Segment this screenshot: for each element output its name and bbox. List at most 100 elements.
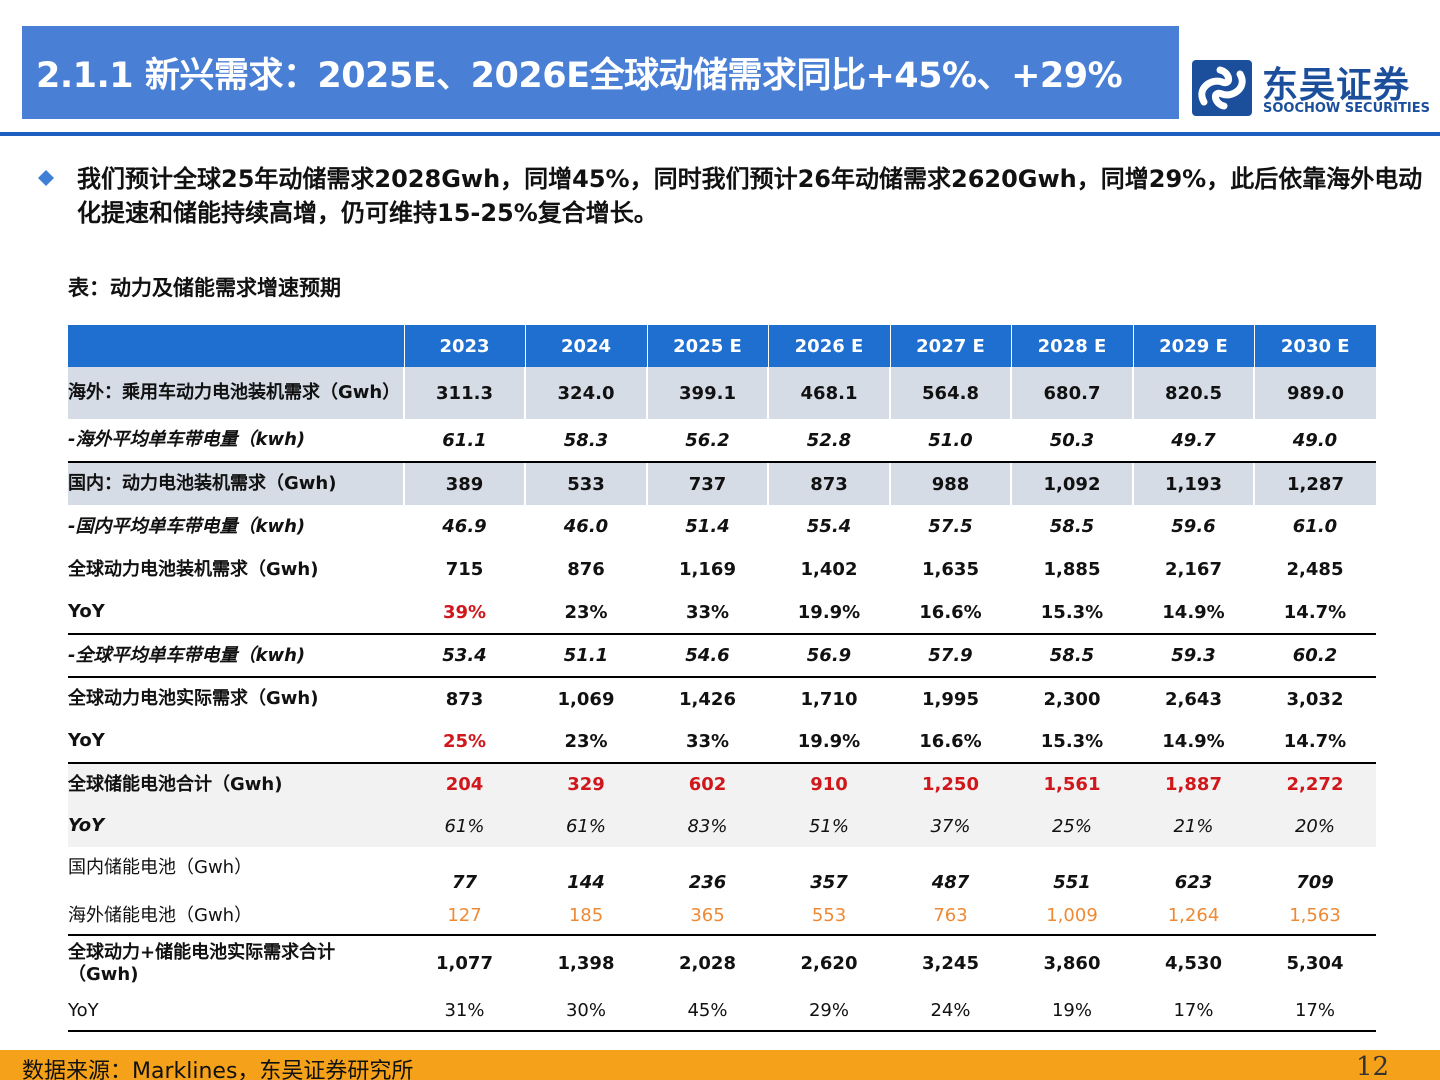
- table-cell: 33%: [647, 591, 768, 635]
- table-cell: 1,885: [1043, 559, 1101, 580]
- table-row: 海外储能电池（Gwh） 127 185 365 553 763 1,009 1,…: [68, 897, 1376, 936]
- table-cell: 623: [1174, 872, 1213, 893]
- table-cell: 2,272: [1254, 763, 1376, 805]
- table-cell: 25%: [1011, 805, 1133, 847]
- table-row: YoY 61% 61% 83% 51% 37% 25% 21% 20%: [68, 805, 1376, 847]
- table-cell: 1,092: [1010, 462, 1133, 505]
- table-cell: 1,264: [1133, 897, 1254, 936]
- table-cell: 389: [403, 462, 525, 505]
- table-cell: 53.4: [404, 634, 525, 678]
- table-cell: 876: [567, 559, 605, 580]
- header-cell: 2028 E: [1010, 325, 1133, 367]
- header-cell: 2027 E: [889, 325, 1011, 367]
- header-cell: 2029 E: [1132, 325, 1254, 367]
- table-cell: 14.7%: [1254, 720, 1376, 764]
- row-label: 全球动力+储能电池实际需求合计（Gwh): [68, 941, 336, 985]
- table-row: 国内：动力电池装机需求（Gwh) 389 533 737 873 988 1,0…: [68, 462, 1376, 505]
- table-caption: 表：动力及储能需求增速预期: [68, 276, 341, 300]
- table-cell: 58.5: [1011, 634, 1133, 678]
- table-cell: 50.3: [1011, 419, 1133, 463]
- table-cell: 1,426: [679, 688, 736, 710]
- table-cell: 910: [768, 763, 890, 805]
- table-cell: 56.2: [647, 419, 768, 463]
- table-cell: 2,300: [1043, 688, 1101, 710]
- row-label: 海外：乘用车动力电池装机需求（Gwh）: [68, 367, 404, 419]
- table-cell: 51.0: [890, 419, 1011, 463]
- table-cell: 1,193: [1132, 462, 1254, 505]
- table-cell: 2,620: [800, 953, 858, 974]
- table-cell: 1,710: [800, 688, 858, 710]
- table-cell: 236: [688, 872, 727, 893]
- table-row: YoY 31% 30% 45% 29% 24% 19% 17% 17%: [68, 991, 1376, 1032]
- table-cell: 83%: [647, 805, 768, 847]
- title-divider: [0, 132, 1440, 136]
- row-label: -海外平均单车带电量（kwh): [68, 419, 404, 463]
- diamond-bullet-icon: [38, 170, 54, 186]
- table-cell: 1,287: [1253, 462, 1376, 505]
- table-cell: 51.1: [525, 634, 647, 678]
- table-row: -全球平均单车带电量（kwh) 53.4 51.1 54.6 56.9 57.9…: [68, 634, 1376, 678]
- table-cell: 77: [451, 872, 478, 893]
- table-cell: 680.7: [1010, 367, 1133, 419]
- table-cell: 60.2: [1254, 634, 1376, 678]
- soochow-logo: 东吴证券 SOOCHOW SECURITIES: [1190, 56, 1430, 122]
- table-cell: 54.6: [647, 634, 768, 678]
- row-label: 海外储能电池（Gwh）: [68, 897, 404, 936]
- logo-name-cn: 东吴证券: [1262, 65, 1411, 106]
- row-label: YoY: [68, 991, 404, 1032]
- table-cell: 55.4: [806, 516, 852, 537]
- table-cell: 144: [567, 872, 605, 893]
- table-cell: 1,563: [1254, 897, 1376, 936]
- row-label: -国内平均单车带电量（kwh): [68, 515, 306, 537]
- table-cell: 737: [646, 462, 768, 505]
- table-row: 全球储能电池合计（Gwh) 204 329 602 910 1,250 1,56…: [68, 763, 1376, 805]
- row-label: 全球储能电池合计（Gwh): [68, 763, 404, 805]
- table-cell: 468.1: [767, 367, 890, 419]
- demand-table: 2023 2024 2025 E 2026 E 2027 E 2028 E 20…: [68, 325, 1376, 1032]
- key-point: 我们预计全球25年动储需求2028Gwh，同增45%，同时我们预计26年动储需求…: [34, 162, 1424, 230]
- table-row: 全球动力电池装机需求（Gwh) 715 876 1,169 1,402 1,63…: [68, 548, 1376, 591]
- table-cell: 19.9%: [768, 591, 890, 635]
- table-cell: 5,304: [1286, 953, 1344, 974]
- table-cell: 715: [445, 559, 484, 580]
- table-cell: 46.9: [442, 516, 487, 537]
- table-cell: 365: [647, 897, 768, 936]
- table-cell: 709: [1296, 872, 1334, 893]
- logo-name-en: SOOCHOW SECURITIES: [1263, 101, 1430, 116]
- table-cell: 820.5: [1132, 367, 1254, 419]
- table-cell: 15.3%: [1011, 720, 1133, 764]
- table-cell: 602: [647, 763, 768, 805]
- table-cell: 61%: [404, 805, 525, 847]
- table-cell: 873: [767, 462, 890, 505]
- table-cell: 1,402: [800, 559, 858, 580]
- table-row: -海外平均单车带电量（kwh) 61.1 58.3 56.2 52.8 51.0…: [68, 419, 1376, 463]
- table-cell: 1,250: [890, 763, 1011, 805]
- table-cell: 51%: [768, 805, 890, 847]
- table-cell: 1,009: [1011, 897, 1133, 936]
- table-cell: 487: [931, 872, 970, 893]
- table-cell: 1,561: [1011, 763, 1133, 805]
- table-cell: 2,028: [679, 953, 736, 974]
- table-cell: 24%: [890, 991, 1011, 1032]
- table-row: YoY 25% 23% 33% 19.9% 16.6% 15.3% 14.9% …: [68, 720, 1376, 764]
- table-cell: 15.3%: [1011, 591, 1133, 635]
- table-cell: 61.1: [404, 419, 525, 463]
- table-cell: 31%: [404, 991, 525, 1032]
- table-cell: 39%: [404, 591, 525, 635]
- data-source-note: 数据来源：Marklines，东吴证券研究所: [22, 1059, 414, 1080]
- table-cell: 29%: [768, 991, 890, 1032]
- header-cell: 2026 E: [767, 325, 890, 367]
- table-cell: 357: [810, 872, 848, 893]
- header-cell: [68, 325, 404, 367]
- table-row: YoY 39% 23% 33% 19.9% 16.6% 15.3% 14.9% …: [68, 591, 1376, 635]
- table-cell: 3,860: [1043, 953, 1101, 974]
- table-cell: 311.3: [403, 367, 525, 419]
- table-cell: 989.0: [1253, 367, 1376, 419]
- table-row: -国内平均单车带电量（kwh) 46.9 46.0 51.4 55.4 57.5…: [68, 505, 1376, 548]
- table-cell: 17%: [1133, 991, 1254, 1032]
- table-cell: 763: [890, 897, 1011, 936]
- row-label: YoY: [68, 805, 404, 847]
- table-cell: 49.0: [1254, 419, 1376, 463]
- table-cell: 324.0: [524, 367, 647, 419]
- row-label: YoY: [68, 591, 404, 635]
